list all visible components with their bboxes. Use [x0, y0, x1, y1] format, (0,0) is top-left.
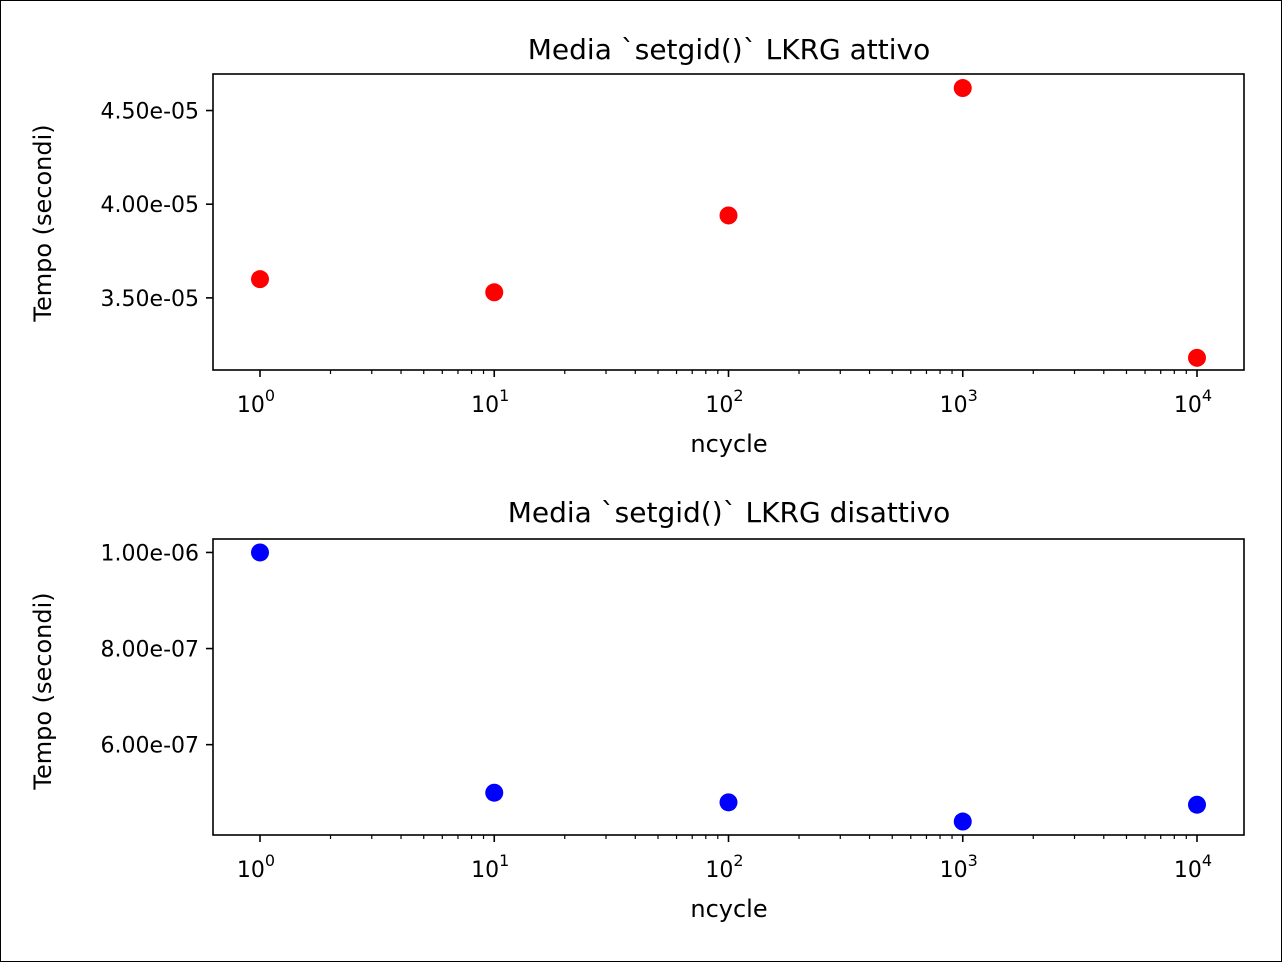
x-tick-base: 10 [705, 393, 733, 418]
x-tick-exponent: 3 [968, 851, 978, 870]
x-tick-exponent: 0 [265, 386, 275, 405]
y-tick-label: 1.00e-06 [101, 541, 199, 566]
x-tick-exponent: 1 [499, 386, 509, 405]
y-tick-label: 8.00e-07 [101, 638, 199, 663]
x-tick-exponent: 4 [1202, 386, 1212, 405]
x-tick-base: 10 [471, 858, 499, 883]
y-tick-label: 4.00e-05 [101, 193, 199, 218]
x-axis-label: ncycle [690, 430, 767, 458]
x-tick-label: 103 [940, 851, 978, 883]
y-tick-label: 6.00e-07 [101, 734, 199, 759]
x-tick-label: 100 [237, 386, 275, 418]
chart-panel-lkrg-attivo: Media `setgid()` LKRG attivo ncycle Temp… [29, 33, 1245, 458]
data-point [953, 79, 972, 98]
data-point [719, 206, 738, 225]
x-tick-label: 104 [1174, 386, 1212, 418]
x-tick-label: 103 [940, 386, 978, 418]
x-tick-base: 10 [237, 858, 265, 883]
x-tick-label: 104 [1174, 851, 1212, 883]
x-axis-label: ncycle [690, 895, 767, 923]
x-tick-exponent: 2 [733, 386, 743, 405]
data-point [251, 543, 269, 562]
plot-frame [212, 538, 1245, 836]
x-tick-exponent: 3 [968, 386, 978, 405]
x-tick-exponent: 0 [265, 851, 275, 870]
y-tick-label: 4.50e-05 [101, 100, 199, 125]
chart-title: Media `setgid()` LKRG attivo [528, 33, 930, 66]
data-point [251, 270, 269, 289]
x-tick-label: 101 [471, 386, 509, 418]
chart-title: Media `setgid()` LKRG disattivo [508, 496, 951, 529]
data-point [953, 812, 972, 831]
x-tick-base: 10 [1174, 858, 1202, 883]
x-tick-base: 10 [1174, 393, 1202, 418]
x-tick-label: 102 [705, 851, 743, 883]
y-axis-label: Tempo (secondi) [29, 592, 57, 790]
x-tick-label: 100 [237, 851, 275, 883]
data-point [1188, 795, 1206, 814]
chart-panel-lkrg-disattivo: Media `setgid()` LKRG disattivo ncycle T… [29, 496, 1245, 923]
x-tick-base: 10 [471, 393, 499, 418]
x-tick-base: 10 [940, 858, 968, 883]
y-tick-label: 3.50e-05 [101, 287, 199, 312]
x-tick-base: 10 [705, 858, 733, 883]
y-axis-label: Tempo (secondi) [29, 124, 57, 322]
data-point [1188, 348, 1206, 367]
data-point [485, 783, 504, 802]
data-point [485, 283, 504, 302]
x-tick-exponent: 2 [733, 851, 743, 870]
x-tick-exponent: 1 [499, 851, 509, 870]
data-point [719, 793, 738, 812]
x-tick-label: 102 [705, 386, 743, 418]
x-tick-base: 10 [237, 393, 265, 418]
x-tick-exponent: 4 [1202, 851, 1212, 870]
x-tick-base: 10 [940, 393, 968, 418]
x-tick-label: 101 [471, 851, 509, 883]
